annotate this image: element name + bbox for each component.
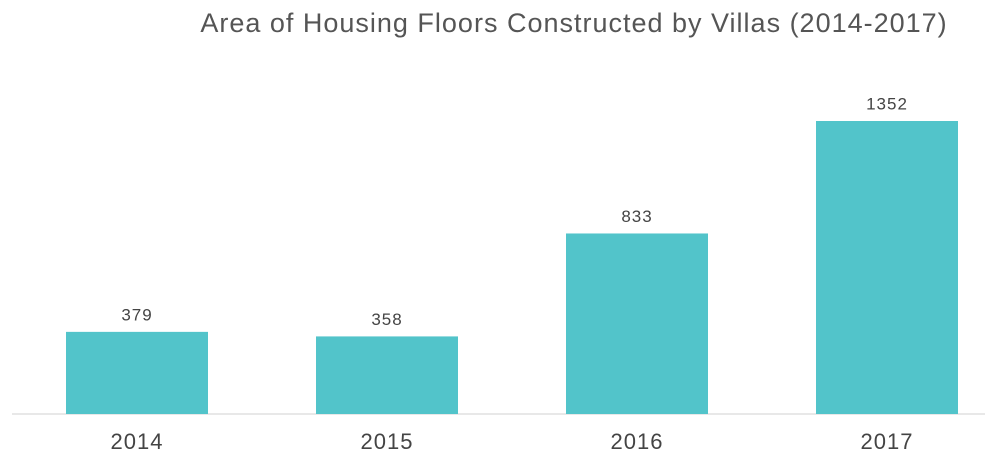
x-tick-label: 2016	[611, 429, 664, 454]
bar	[566, 233, 708, 414]
data-label: 1352	[866, 94, 908, 113]
x-tick-label: 2017	[861, 429, 914, 454]
bar	[66, 331, 208, 414]
data-label: 379	[121, 305, 152, 324]
data-label: 833	[621, 207, 652, 226]
chart-title: Area of Housing Floors Constructed by Vi…	[200, 8, 948, 38]
bar	[816, 121, 958, 414]
x-tick-label: 2014	[111, 429, 164, 454]
data-label: 358	[371, 310, 402, 329]
bar	[316, 336, 458, 414]
x-tick-label: 2015	[361, 429, 414, 454]
